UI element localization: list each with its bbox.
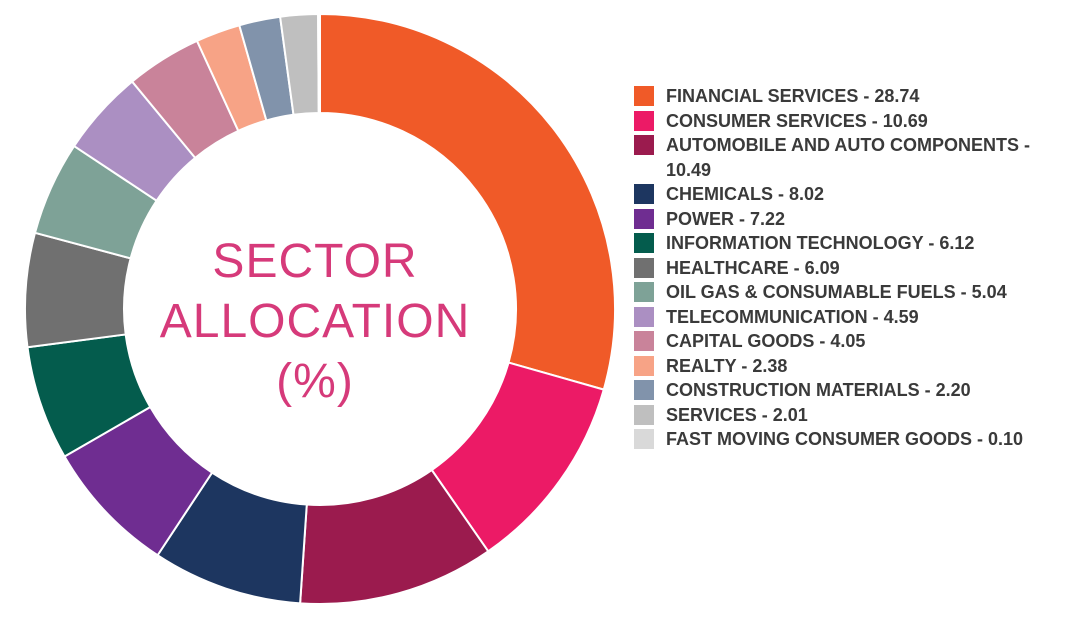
legend-swatch <box>634 135 654 155</box>
legend-swatch <box>634 257 654 278</box>
legend-label: POWER - 7.22 <box>666 208 786 229</box>
legend-label: FAST MOVING CONSUMER GOODS - 0.10 <box>666 429 1024 449</box>
legend-swatch <box>634 86 654 106</box>
chart-center-title: SECTOR ALLOCATION (%) <box>150 232 480 412</box>
legend-swatch <box>634 110 654 131</box>
legend-swatch <box>634 404 654 425</box>
legend-label: FINANCIAL SERVICES - 28.74 <box>666 86 920 106</box>
center-title-line-1: SECTOR <box>212 235 418 288</box>
legend-item: FINANCIAL SERVICES - 28.74 <box>634 84 1078 109</box>
legend-swatch <box>634 331 654 351</box>
donut-chart <box>24 12 616 605</box>
legend-item: INFORMATION TECHNOLOGY - 6.12 <box>634 231 1078 256</box>
legend-item: HEALTHCARE - 6.09 <box>634 256 1078 281</box>
legend-label: CHEMICALS - 8.02 <box>666 184 825 204</box>
legend-label: TELECOMMUNICATION - 4.59 <box>666 306 919 327</box>
legend-swatch <box>634 233 654 253</box>
legend-item: REALTY - 2.38 <box>634 354 1078 379</box>
legend-swatch <box>634 306 654 327</box>
legend-label: INFORMATION TECHNOLOGY - 6.12 <box>666 233 975 253</box>
legend-item: TELECOMMUNICATION - 4.59 <box>634 305 1078 330</box>
legend-swatch <box>634 429 654 449</box>
legend-label: REALTY - 2.38 <box>666 355 788 376</box>
legend-swatch <box>634 355 654 376</box>
legend-label: CAPITAL GOODS - 4.05 <box>666 331 866 351</box>
slice-fast-moving-consumer-goods <box>317 12 321 115</box>
legend-label: HEALTHCARE - 6.09 <box>666 257 840 278</box>
center-title-line-2: ALLOCATION <box>159 295 471 348</box>
legend-swatch <box>634 380 654 400</box>
legend-swatch <box>634 208 654 229</box>
legend-item: SERVICES - 2.01 <box>634 403 1078 428</box>
legend-item: CONSUMER SERVICES - 10.69 <box>634 109 1078 134</box>
legend-label: CONSUMER SERVICES - 10.69 <box>666 110 928 131</box>
legend-item: AUTOMOBILE AND AUTO COMPONENTS - 10.49 <box>634 133 1078 182</box>
center-title-line-3: (%) <box>276 355 354 408</box>
legend-swatch <box>634 184 654 204</box>
legend-item: OIL GAS & CONSUMABLE FUELS - 5.04 <box>634 280 1078 305</box>
legend-label: AUTOMOBILE AND AUTO COMPONENTS - 10.49 <box>666 135 1030 180</box>
legend-item: POWER - 7.22 <box>634 207 1078 232</box>
slice-financial-services <box>319 12 616 391</box>
legend-item: CONSTRUCTION MATERIALS - 2.20 <box>634 378 1078 403</box>
legend-item: CHEMICALS - 8.02 <box>634 182 1078 207</box>
legend-swatch <box>634 282 654 302</box>
legend-label: OIL GAS & CONSUMABLE FUELS - 5.04 <box>666 282 1007 302</box>
legend-item: CAPITAL GOODS - 4.05 <box>634 329 1078 354</box>
legend-item: FAST MOVING CONSUMER GOODS - 0.10 <box>634 427 1078 452</box>
legend-label: SERVICES - 2.01 <box>666 404 808 425</box>
legend-label: CONSTRUCTION MATERIALS - 2.20 <box>666 380 971 400</box>
chart-legend: FINANCIAL SERVICES - 28.74 CONSUMER SERVI… <box>634 84 1078 452</box>
